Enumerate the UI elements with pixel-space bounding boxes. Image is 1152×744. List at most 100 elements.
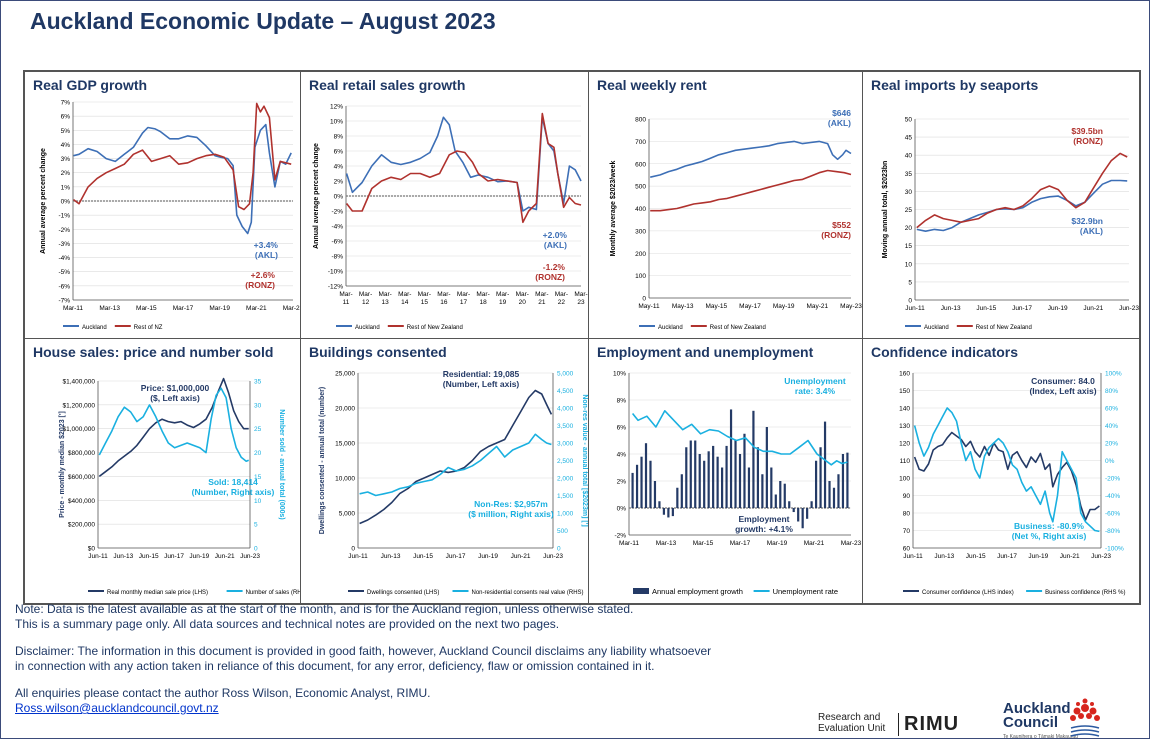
y-tick-label: 8% xyxy=(617,398,627,405)
y-tick-label: $1,400,000 xyxy=(62,379,95,386)
y-tick-label: -2% xyxy=(331,209,343,216)
chart-title: Real weekly rent xyxy=(597,77,707,93)
legend-label: Rest of New Zealand xyxy=(710,325,766,331)
y-tick-label: 10 xyxy=(905,261,913,268)
employment-bar xyxy=(631,472,634,508)
employment-bar xyxy=(720,467,724,508)
series-line xyxy=(913,407,1100,533)
legend-label: Dwellings consented (LHS) xyxy=(367,590,439,596)
legend-label: Annual employment growth xyxy=(652,587,743,596)
y-tick-label: 150 xyxy=(899,388,910,395)
y-axis-title: Moving annual total, $2023bn xyxy=(882,161,889,259)
chart-svg: 0 5,000 10,000 15,000 20,000 25,000 0 500 1,000 1… xyxy=(319,369,588,596)
y-tick-label: 8% xyxy=(334,134,344,141)
chart-title: Real retail sales growth xyxy=(309,77,466,93)
employment-bar xyxy=(738,454,742,508)
y2-tick-label: 2,500 xyxy=(557,458,574,465)
x-tick-label: Mar- xyxy=(378,291,391,298)
x-tick-label: Jun-21 xyxy=(511,553,531,560)
x-tick-label: Mar-21 xyxy=(804,540,825,547)
y2-tick-label: 0% xyxy=(1105,458,1115,465)
y2-tick-label: 80% xyxy=(1105,388,1118,395)
x-tick-label: 21 xyxy=(538,299,546,306)
y-tick-label: 10% xyxy=(613,371,626,378)
employment-bar xyxy=(747,467,751,508)
employment-bar xyxy=(832,487,836,508)
notes-section: Note: Data is the latest available as at… xyxy=(15,602,815,728)
legend-label: Auckland xyxy=(355,325,380,331)
y-axis-title: Price - monthly median $2023 ['] xyxy=(59,411,66,518)
author-email-link[interactable]: Ross.wilson@aucklandcouncil.govt.nz xyxy=(15,701,219,715)
y-tick-label: -8% xyxy=(331,254,343,261)
y-tick-label: 120 xyxy=(899,441,910,448)
y-tick-label: 45 xyxy=(905,135,913,142)
chart-panel-retail: -12% -10% -8% -6% -4% -2% 0% 2% 4% 6% 8% 10% 12% Mar-… xyxy=(300,71,589,339)
auckland-council-logo-text: Auckland Council Te Kaunihera o Tāmaki Mak… xyxy=(1003,700,1078,744)
x-tick-label: Mar- xyxy=(437,291,450,298)
y2-axis-title: Non-res value - annual total [$2023m] ['… xyxy=(581,394,588,526)
legend-label: Auckland xyxy=(82,325,107,331)
employment-bar xyxy=(689,440,692,508)
y-tick-label: 35 xyxy=(905,171,913,178)
x-tick-label: Jun-17 xyxy=(164,553,184,560)
y-tick-label: 0 xyxy=(351,546,355,553)
y-tick-label: 2% xyxy=(334,179,344,186)
x-tick-label: Mar-21 xyxy=(246,305,267,312)
chart-title: Employment and unemployment xyxy=(597,344,814,360)
annotation-value: $646 xyxy=(832,108,851,118)
annotation-value: +3.4% xyxy=(254,240,279,250)
note-line-2: This is a summary page only. All data so… xyxy=(15,617,560,631)
y-tick-label: -4% xyxy=(58,255,70,262)
y-tick-label: 0% xyxy=(617,506,627,513)
chart-panel-rent: 0 100 200 300 400 500 600 700 800 May-11 May-13 May… xyxy=(588,71,863,339)
y-tick-label: 100 xyxy=(635,273,646,280)
y2-tick-label: 3,500 xyxy=(557,423,574,430)
y-tick-label: 100 xyxy=(899,476,910,483)
x-tick-label: Jun-17 xyxy=(446,553,466,560)
disclaimer-line-1: Disclaimer: The information in this docu… xyxy=(15,644,712,658)
series-line xyxy=(650,169,852,212)
y-tick-label: 40 xyxy=(905,153,913,160)
note-line-1: Note: Data is the latest available as at… xyxy=(15,602,634,616)
y-tick-label: 500 xyxy=(635,184,646,191)
series-line xyxy=(916,179,1128,232)
employment-bar xyxy=(716,456,719,508)
y2-tick-label: 10 xyxy=(254,498,262,505)
y2-tick-label: 35 xyxy=(254,379,262,386)
x-tick-label: Mar- xyxy=(339,291,352,298)
chart-panel-house-sales: $0 $200,000 $400,000 $600,000 $800,000 $1,000… xyxy=(24,338,301,604)
y-tick-label: 1% xyxy=(61,184,71,191)
x-tick-label: 16 xyxy=(440,299,448,306)
y-tick-label: 7% xyxy=(61,100,71,107)
x-tick-label: Mar- xyxy=(555,291,568,298)
council-line-1: Auckland xyxy=(1003,700,1071,717)
y-tick-label: 6% xyxy=(61,114,71,121)
annotation-value: Non-Res: $2,957m xyxy=(474,499,548,509)
x-tick-label: Mar- xyxy=(398,291,411,298)
chart-svg: -2% 0% 2% 4% 6% 8% 10% Mar-11 Mar-13 Mar-15 Mar-17… xyxy=(613,371,862,597)
y-tick-label: 25 xyxy=(905,207,913,214)
employment-bar xyxy=(761,474,764,508)
employment-bar xyxy=(698,454,701,508)
y-tick-label: -7% xyxy=(58,298,70,305)
x-tick-label: Mar- xyxy=(359,291,372,298)
employment-bar xyxy=(752,410,755,508)
y-tick-label: 10% xyxy=(330,119,343,126)
x-tick-label: 19 xyxy=(499,299,507,306)
annotation-label: (Index, Left axis) xyxy=(1029,386,1096,396)
employment-bar xyxy=(846,452,849,508)
page-title: Auckland Economic Update – August 2023 xyxy=(30,8,496,34)
chart-svg: $0 $200,000 $400,000 $600,000 $800,000 $1,000… xyxy=(59,377,300,596)
employment-bar xyxy=(649,460,652,508)
x-tick-label: Mar-11 xyxy=(619,540,639,547)
legend-label: Consumer confidence (LHS index) xyxy=(922,590,1014,596)
y-tick-label: -10% xyxy=(328,269,343,276)
y-axis-title: Monthly average $2023/week xyxy=(610,161,617,257)
y2-tick-label: -60% xyxy=(1105,511,1120,518)
employment-bar xyxy=(644,443,648,508)
x-tick-label: May-13 xyxy=(672,303,694,310)
x-tick-label: 13 xyxy=(382,299,390,306)
legend-label: Non-residential consents real value (RHS… xyxy=(472,590,584,596)
employment-bar xyxy=(707,451,710,508)
annotation-value: Price: $1,000,000 xyxy=(141,383,210,393)
